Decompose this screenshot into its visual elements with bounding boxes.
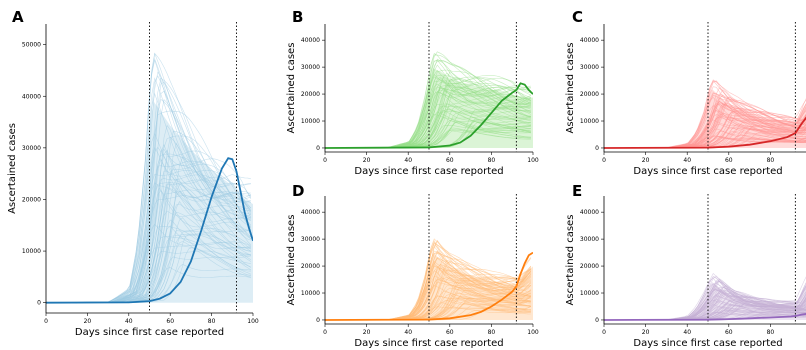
x-tick-label: 60 (725, 329, 733, 336)
x-tick-label: 20 (363, 157, 371, 164)
x-tick-label: 80 (488, 157, 496, 164)
x-tick-label: 0 (44, 318, 48, 325)
panel-a: 0 20 40 60 80 100 0 10000 20000 30000 40000 50000 Da… (7, 8, 259, 338)
x-tick-label: 20 (642, 157, 650, 164)
panel-letter-a: A (12, 8, 24, 26)
panel-letter-c: C (572, 8, 583, 26)
panel-letter-d: D (292, 182, 304, 200)
x-tick-label: 20 (642, 329, 650, 336)
y-tick-label: 20000 (580, 263, 599, 270)
y-tick-label: 10000 (580, 118, 599, 125)
x-tick-label: 0 (602, 329, 606, 336)
x-tick-label: 40 (125, 318, 133, 325)
trajectory-fan (604, 273, 806, 321)
x-axis-label: Days since first case reported (354, 338, 503, 349)
panel-letter-b: B (292, 8, 303, 26)
y-tick-label: 40000 (301, 37, 320, 44)
x-tick-label: 60 (446, 329, 454, 336)
x-tick-label: 0 (602, 157, 606, 164)
x-tick-label: 60 (725, 157, 733, 164)
y-axis-label: Ascertained cases (7, 123, 18, 214)
x-tick-label: 40 (683, 157, 691, 164)
y-tick-label: 40000 (580, 209, 599, 216)
y-tick-label: 0 (595, 145, 599, 152)
x-tick-label: 100 (247, 318, 259, 325)
y-tick-label: 30000 (301, 64, 320, 71)
x-tick-label: 100 (527, 329, 539, 336)
x-axis-label: Days since first case reported (75, 327, 224, 338)
x-tick-label: 40 (683, 329, 691, 336)
median-line (325, 82, 533, 149)
y-tick-label: 10000 (580, 290, 599, 297)
x-tick-label: 60 (166, 318, 174, 325)
median-line (604, 313, 806, 321)
panel-b: 0 20 40 60 80 100 0 10000 20000 30000 40000 Days si… (286, 8, 539, 177)
y-tick-label: 20000 (580, 91, 599, 98)
y-tick-label: 0 (316, 145, 320, 152)
y-tick-label: 40000 (22, 93, 41, 100)
y-tick-label: 20000 (22, 196, 41, 203)
x-tick-label: 0 (323, 329, 327, 336)
y-tick-label: 50000 (22, 42, 41, 49)
x-tick-label: 0 (323, 157, 327, 164)
y-tick-label: 30000 (580, 64, 599, 71)
y-tick-label: 30000 (301, 236, 320, 243)
y-tick-label: 10000 (22, 248, 41, 255)
panel-d: 0 20 40 60 80 100 0 10000 20000 30000 40000 Days si… (286, 182, 539, 349)
trajectory-band (46, 101, 253, 303)
y-axis-label: Ascertained cases (286, 43, 297, 134)
trajectory-fan (46, 52, 253, 303)
x-tick-label: 100 (527, 157, 539, 164)
y-tick-label: 10000 (301, 118, 320, 125)
trajectory-band (604, 282, 806, 320)
y-axis-label: Ascertained cases (565, 43, 576, 134)
y-tick-label: 0 (37, 300, 41, 307)
x-tick-label: 80 (767, 329, 775, 336)
x-tick-label: 80 (767, 157, 775, 164)
median-line (604, 116, 806, 149)
median-line (325, 251, 533, 321)
y-tick-label: 30000 (22, 145, 41, 152)
x-tick-label: 20 (363, 329, 371, 336)
x-axis-label: Days since first case reported (633, 338, 782, 349)
x-tick-label: 80 (208, 318, 216, 325)
x-tick-label: 40 (404, 329, 412, 336)
y-axis-label: Ascertained cases (565, 215, 576, 306)
y-tick-label: 0 (595, 317, 599, 324)
trajectory-fan (604, 79, 806, 149)
x-axis-label: Days since first case reported (633, 166, 782, 177)
median-line (46, 157, 253, 304)
y-tick-label: 30000 (580, 236, 599, 243)
y-tick-label: 0 (316, 317, 320, 324)
y-tick-label: 20000 (301, 91, 320, 98)
y-tick-label: 40000 (301, 209, 320, 216)
y-tick-label: 40000 (580, 37, 599, 44)
y-tick-label: 10000 (301, 290, 320, 297)
x-tick-label: 20 (84, 318, 92, 325)
x-tick-label: 60 (446, 157, 454, 164)
panel-letter-e: E (572, 182, 582, 200)
x-tick-label: 80 (488, 329, 496, 336)
trajectory-band (604, 89, 806, 148)
y-tick-label: 20000 (301, 263, 320, 270)
trajectory-band (325, 68, 533, 148)
y-axis-label: Ascertained cases (286, 215, 297, 306)
x-axis-label: Days since first case reported (354, 166, 503, 177)
x-tick-label: 40 (404, 157, 412, 164)
